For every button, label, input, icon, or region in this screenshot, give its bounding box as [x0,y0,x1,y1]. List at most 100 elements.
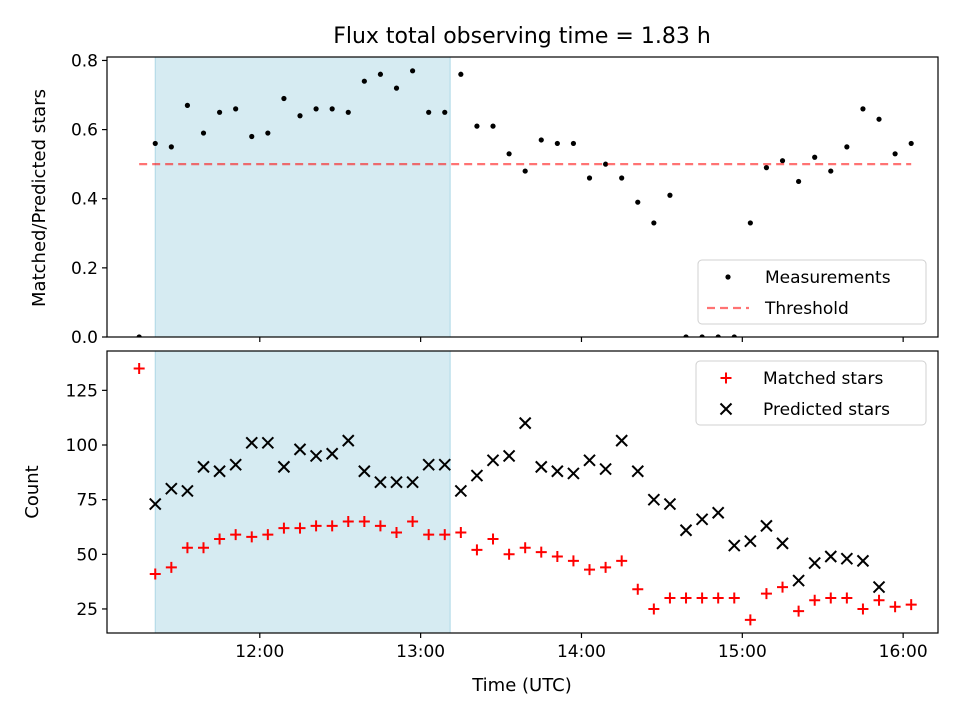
measurement-point [409,68,416,74]
measurement-point [779,158,786,164]
measurement-point [747,220,753,226]
predicted-point [535,460,548,474]
y-tick-label: 75 [76,491,98,511]
y-tick-label: 0.6 [71,121,98,141]
matched-point [567,555,579,567]
axes-frame [106,350,939,634]
matched-point [358,516,370,528]
predicted-point [470,469,484,482]
y-tick-label: 0.2 [71,259,98,279]
measurement-point [586,175,593,181]
matched-point [198,542,210,554]
predicted-point [358,465,371,478]
predicted-point [229,458,242,471]
predicted-point [197,460,210,474]
matched-point [600,561,612,573]
matched-point [519,542,531,554]
measurement-point [699,334,705,337]
predicted-point [776,537,789,550]
matched-point [809,594,821,606]
matched-point [584,564,596,576]
measurement-point [216,109,223,115]
measurement-point [683,334,689,337]
predicted-point [309,449,323,463]
measurement-point [136,334,142,337]
legend-label: Predicted stars [763,400,890,420]
measurement-point [763,165,770,171]
matched-point [777,581,789,593]
measurement-point [635,199,641,205]
matched-point [487,533,499,545]
legend-label: Matched stars [763,369,883,389]
measurement-point [796,178,802,185]
predicted-point [744,534,757,548]
y-tick-label: 100 [66,436,98,456]
matched-point [214,533,226,545]
measurement-point [249,133,255,140]
y-tick-label: 0.0 [71,328,98,348]
legend-box [697,259,927,325]
measurement-point [506,151,512,157]
plot-area [136,68,914,337]
predicted-point [856,554,870,568]
measurement-point [619,175,625,181]
x-tick-label: 12:00 [235,642,284,662]
matched-point [230,529,242,541]
legend-marker-dot [725,274,731,280]
predicted-point [679,524,693,537]
x-tick-label: 13:00 [396,642,445,662]
matched-point [310,520,322,532]
matched-point [760,588,772,600]
legend-marker-x [719,402,733,416]
measurement-point [377,71,384,77]
predicted-point [663,497,677,511]
matched-point [793,605,805,617]
y-tick-label: 0.4 [71,190,98,210]
matched-point [664,592,676,604]
matched-point [905,599,917,611]
predicted-point [245,436,258,450]
measurement-point [265,130,271,136]
predicted-point [454,484,468,498]
matched-point [423,529,435,541]
predicted-point [631,465,644,478]
predicted-point [792,574,805,587]
measurement-point [458,71,464,77]
matched-point [439,529,451,541]
matched-point [342,516,354,528]
top-ylabel: Matched/Predicted stars [29,89,50,307]
measurement-point [828,168,834,174]
matched-point [841,592,853,604]
matched-point [632,583,644,595]
bottom-ylabel: Count [22,465,43,518]
matched-point [873,594,885,606]
matched-point [744,614,756,626]
predicted-point [840,552,854,565]
matched-point [133,362,145,374]
predicted-point [422,458,435,471]
axes-frame [106,56,939,338]
y-tick-label: 125 [66,381,98,401]
measurement-point [844,144,850,150]
measurement-point [731,334,737,337]
predicted-point [502,449,516,463]
matched-point [648,603,660,615]
y-tick-label: 25 [76,600,98,620]
matched-point [680,592,692,604]
predicted-point [438,458,451,471]
matched-point [326,520,338,532]
matched-point [149,568,161,580]
predicted-point [390,475,403,489]
y-tick-label: 50 [76,545,98,565]
shaded-interval [154,350,451,634]
measurement-point [200,130,207,136]
measurement-point [892,151,898,157]
bottom-panel: 25 50 75 100 125 12:00 13:00 14:00 15:00 16:00 Mat… [66,350,939,662]
measurement-point [570,140,577,147]
measurement-point [603,161,609,167]
predicted-point [293,443,307,456]
measurement-point [860,106,866,112]
legend-box [695,360,927,426]
predicted-point [342,434,355,447]
measurement-point [490,123,496,129]
